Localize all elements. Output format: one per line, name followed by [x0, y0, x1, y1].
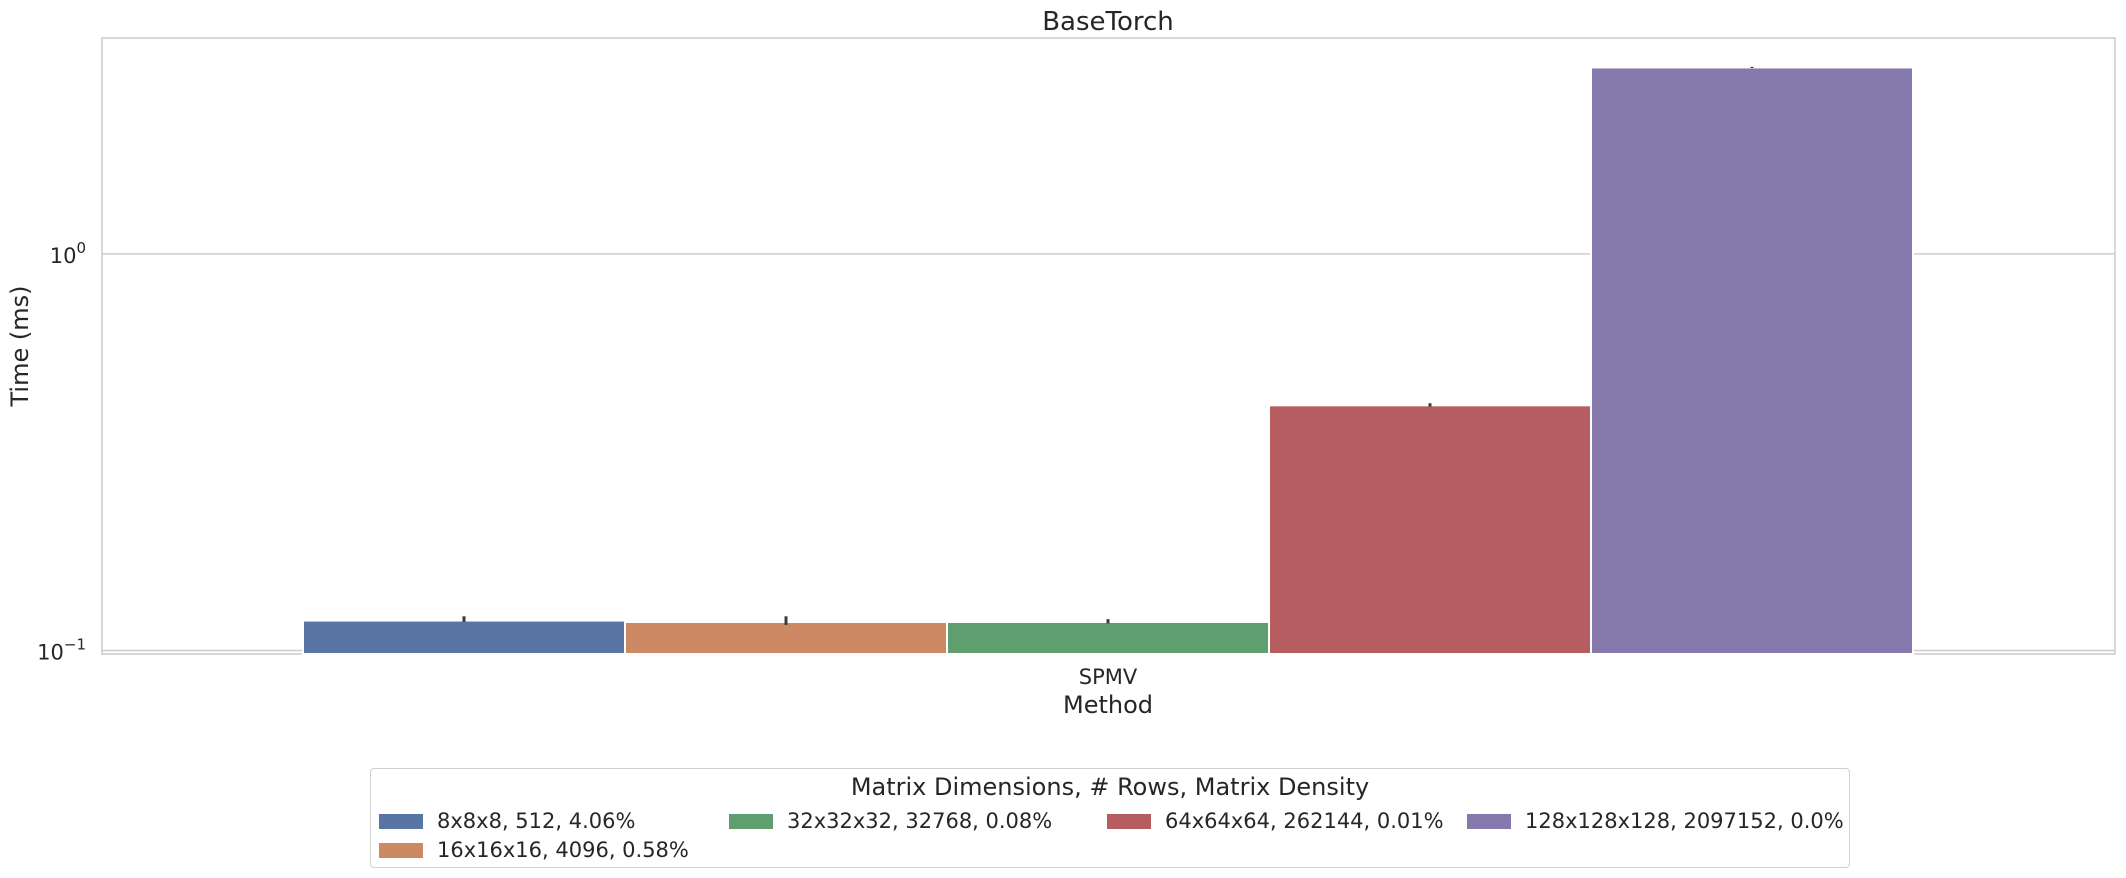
chart-title: BaseTorch [1042, 7, 1174, 37]
bar-series-0 [302, 619, 626, 656]
y-tick-labels: 10−1 100 [37, 239, 86, 665]
legend-entry-16x16x16: 16x16x16, 4096, 0.58% [379, 836, 689, 864]
legend-label: 32x32x32, 32768, 0.08% [787, 809, 1053, 833]
bar-series-3 [1268, 404, 1592, 656]
chart: 10−1 100 BaseTorch SPMV Method Time (ms) [6, 7, 2116, 719]
bar-series-1 [624, 621, 948, 656]
legend-entry-128x128x128: 128x128x128, 2097152, 0.0% [1467, 807, 1844, 835]
legend-swatch [1467, 813, 1511, 829]
bars [302, 66, 1914, 656]
bar-series-4 [1590, 66, 1914, 655]
legend-label: 8x8x8, 512, 4.06% [437, 809, 636, 833]
y-axis-label: Time (ms) [6, 286, 34, 408]
legend-label: 64x64x64, 262144, 0.01% [1165, 809, 1444, 833]
error-bars [462, 66, 1754, 625]
legend-title: Matrix Dimensions, # Rows, Matrix Densit… [850, 773, 1370, 801]
bar-series-2 [946, 621, 1270, 656]
y-tick-label-1: 100 [50, 239, 86, 268]
legend-label: 128x128x128, 2097152, 0.0% [1525, 809, 1844, 833]
legend-swatch [1107, 813, 1151, 829]
x-tick-label-spmv: SPMV [1079, 665, 1138, 689]
legend-entry-32x32x32: 32x32x32, 32768, 0.08% [729, 807, 1052, 835]
legend-label: 16x16x16, 4096, 0.58% [437, 838, 689, 862]
legend-entry-8x8x8: 8x8x8, 512, 4.06% [379, 807, 635, 835]
y-tick-label-0: 10−1 [37, 636, 86, 665]
legend-swatch [379, 842, 423, 858]
legend-swatch [379, 813, 423, 829]
legend-swatch [729, 813, 773, 829]
x-axis-label: Method [1063, 691, 1153, 719]
legend-entry-64x64x64: 64x64x64, 262144, 0.01% [1107, 807, 1444, 835]
legend: Matrix Dimensions, # Rows, Matrix Densit… [370, 768, 1850, 868]
